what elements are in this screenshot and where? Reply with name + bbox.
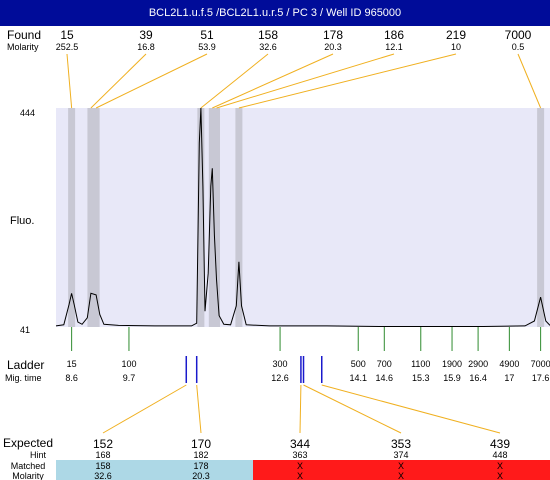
- ladder-size-label: 300: [273, 359, 288, 369]
- ladder-size-label: 4900: [499, 359, 519, 369]
- ladder-size-label: 700: [377, 359, 392, 369]
- peak-band: [92, 108, 100, 327]
- unmatched-cell: [253, 460, 550, 480]
- ladder-time-label: 14.1: [349, 373, 367, 383]
- signal-trace: [55, 107, 550, 327]
- found-molarity-label: 0.5: [512, 42, 525, 52]
- chart-title: BCL2L1.u.f.5 /BCL2L1.u.r.5 / PC 3 / Well…: [148, 7, 402, 19]
- found-molarity-label: 53.9: [198, 42, 216, 52]
- matched-cell: [56, 460, 253, 480]
- ladder-size-label: 15: [67, 359, 77, 369]
- mig-time-label: Mig. time: [5, 373, 42, 383]
- expected-size-label: 170: [191, 437, 211, 451]
- found-molarity-label: 32.6: [259, 42, 277, 52]
- found-connector: [95, 53, 208, 109]
- ladder-size-label: 1100: [411, 359, 430, 369]
- matched-label: Matched: [11, 461, 46, 471]
- found-molarity-label: 20.3: [324, 42, 342, 52]
- expected-matched-label: 158: [95, 461, 110, 471]
- molarity-row-label: Molarity: [12, 471, 44, 480]
- expected-hint-label: 374: [393, 450, 408, 460]
- ladder-time-label: 17: [504, 373, 514, 383]
- peak-band: [537, 108, 545, 327]
- ladder-time-label: 15.3: [412, 373, 430, 383]
- expected-molarity-label: X: [297, 471, 303, 480]
- expected-molarity-label: X: [497, 471, 503, 480]
- found-label: Found: [7, 28, 41, 42]
- expected-molarity-label: X: [398, 471, 404, 480]
- ladder-size-label: 2900: [468, 359, 488, 369]
- found-molarity-label: 10: [451, 42, 461, 52]
- found-size-label: 15: [60, 28, 74, 42]
- expected-matched-label: X: [497, 461, 503, 471]
- expected-molarity-label: 20.3: [192, 471, 210, 480]
- found-size-label: 51: [200, 28, 214, 42]
- expected-size-label: 439: [490, 437, 510, 451]
- y-tick-label: 444: [20, 108, 35, 118]
- y-axis-label: Fluo.: [10, 215, 34, 227]
- ladder-time-label: 16.4: [469, 373, 487, 383]
- y-tick-label: 41: [20, 325, 30, 335]
- found-size-label: 186: [384, 28, 404, 42]
- ladder-size-label: 500: [351, 359, 366, 369]
- expected-connector: [102, 384, 187, 434]
- ladder-size-label: 1900: [442, 359, 462, 369]
- expected-matched-label: X: [297, 461, 303, 471]
- peak-band: [68, 108, 76, 327]
- ladder-time-label: 9.7: [123, 373, 136, 383]
- ladder-label: Ladder: [7, 358, 44, 372]
- title-bar: [0, 0, 550, 26]
- expected-hint-label: 182: [193, 450, 208, 460]
- hint-label: Hint: [30, 450, 47, 460]
- expected-matched-label: 178: [193, 461, 208, 471]
- ladder-size-label: 7000: [531, 359, 550, 369]
- ladder-size-label: 100: [121, 359, 136, 369]
- found-molarity-label: 12.1: [385, 42, 403, 52]
- expected-size-label: 152: [93, 437, 113, 451]
- ladder-time-label: 8.6: [65, 373, 78, 383]
- expected-hint-label: 448: [492, 450, 507, 460]
- expected-molarity-label: 32.6: [94, 471, 112, 480]
- found-connector: [66, 53, 73, 109]
- peak-band: [197, 108, 205, 327]
- peak-band: [87, 108, 95, 327]
- found-connector: [200, 53, 269, 109]
- found-connector: [216, 53, 395, 109]
- expected-matched-label: X: [398, 461, 404, 471]
- expected-hint-label: 168: [95, 450, 110, 460]
- ladder-time-label: 14.6: [376, 373, 394, 383]
- found-size-label: 7000: [505, 28, 532, 42]
- peak-band: [208, 108, 216, 327]
- expected-connector: [321, 384, 501, 434]
- peak-band: [212, 108, 220, 327]
- found-connector: [212, 53, 334, 109]
- expected-connector: [299, 384, 302, 434]
- ladder-time-label: 12.6: [271, 373, 289, 383]
- found-size-label: 178: [323, 28, 343, 42]
- ladder-time-label: 17.6: [532, 373, 550, 383]
- found-molarity-label: 252.5: [56, 42, 79, 52]
- found-connector: [238, 53, 457, 109]
- found-size-label: 39: [139, 28, 153, 42]
- found-size-label: 158: [258, 28, 278, 42]
- found-molarity-label: 16.8: [137, 42, 155, 52]
- expected-connector: [303, 384, 402, 434]
- molarity-label: Molarity: [7, 42, 39, 52]
- expected-label: Expected: [3, 436, 53, 450]
- found-connector: [90, 53, 147, 109]
- peak-band: [235, 108, 243, 327]
- found-size-label: 219: [446, 28, 466, 42]
- plot-area: [56, 108, 550, 327]
- found-connector: [517, 53, 542, 109]
- expected-size-label: 344: [290, 437, 310, 451]
- expected-size-label: 353: [391, 437, 411, 451]
- expected-connector: [196, 384, 202, 434]
- expected-hint-label: 363: [292, 450, 307, 460]
- ladder-time-label: 15.9: [443, 373, 461, 383]
